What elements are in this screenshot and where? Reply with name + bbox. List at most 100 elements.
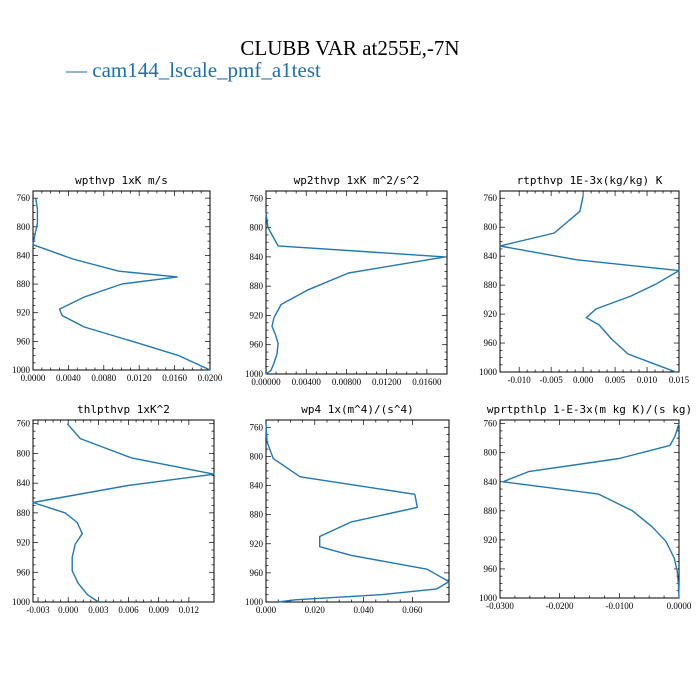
y-tick-label: 840 (484, 477, 498, 487)
figure-title: CLUBB VAR at255E,-7N (240, 36, 459, 60)
y-tick-label: 1000 (12, 597, 31, 607)
x-tick-label: 0.040 (353, 605, 374, 615)
y-tick-label: 800 (484, 448, 498, 458)
y-tick-label: 800 (250, 451, 264, 461)
panel-title: wpthvp 1xK m/s (75, 174, 168, 187)
x-tick-label: 0.006 (118, 605, 139, 615)
series-line (265, 212, 446, 375)
series-line (265, 423, 450, 603)
y-tick-label: 880 (484, 506, 498, 516)
y-tick-label: 960 (250, 340, 264, 350)
x-tick-label: 0.060 (402, 605, 423, 615)
series-line (32, 423, 215, 603)
x-tick-label: 0.009 (149, 605, 170, 615)
x-tick-label: 0.003 (88, 605, 109, 615)
y-tick-label: 760 (250, 193, 264, 203)
x-tick-label: 0.000 (256, 605, 277, 615)
y-tick-label: 1000 (245, 369, 264, 379)
x-tick-label: 0.0160 (162, 373, 187, 383)
x-tick-label: 0.000 (573, 375, 594, 385)
x-tick-label: 0.020 (305, 605, 326, 615)
x-tick-label: 0.0000 (667, 601, 692, 611)
x-tick-label: -0.0300 (486, 601, 514, 611)
y-tick-label: 880 (250, 510, 264, 520)
series-line (32, 198, 211, 371)
y-tick-label: 800 (17, 448, 31, 458)
panel-grid: wpthvp 1xK m/s 0.0000 0.0040 0.0080 0.0120 0.… (12, 174, 692, 615)
y-tick-label: 760 (17, 419, 31, 429)
y-tick-label: 960 (484, 564, 498, 574)
x-tick-label: 0.00400 (292, 377, 322, 387)
y-tick-label: 920 (17, 538, 31, 548)
y-tick-label: 1000 (245, 597, 264, 607)
y-tick-label: 920 (17, 308, 31, 318)
y-tick-label: 920 (250, 539, 264, 549)
y-tick-label: 960 (250, 568, 264, 578)
x-tick-label: -0.003 (26, 605, 50, 615)
x-tick-label: -0.005 (540, 375, 564, 385)
x-tick-label: 0.00000 (251, 377, 281, 387)
x-tick-label: 0.0200 (198, 373, 223, 383)
y-tick-label: 1000 (479, 593, 498, 603)
plot-frame (265, 190, 448, 375)
x-tick-label: 0.000 (58, 605, 79, 615)
y-tick-label: 840 (17, 478, 31, 488)
x-tick-label: 0.015 (669, 375, 690, 385)
series-line (499, 195, 680, 373)
y-tick-label: 920 (484, 535, 498, 545)
y-tick-label: 840 (250, 252, 264, 262)
y-tick-label: 960 (17, 336, 31, 346)
y-tick-label: 840 (250, 481, 264, 491)
x-tick-label: 0.0120 (127, 373, 152, 383)
x-tick-label: 0.0080 (91, 373, 116, 383)
y-tick-label: 800 (250, 223, 264, 233)
y-tick-label: 920 (250, 310, 264, 320)
panel-5: wp4 1x(m^4)/(s^4) 0.000 0.020 0.040 0.060 760… (245, 403, 450, 615)
y-tick-label: 960 (484, 338, 498, 348)
panel-title: wprtpthlp 1-E-3x(m kg K)/(s kg) (487, 403, 692, 416)
y-tick-label: 920 (484, 309, 498, 319)
y-tick-label: 800 (17, 222, 31, 232)
x-tick-label: 0.005 (605, 375, 626, 385)
y-tick-label: 880 (484, 280, 498, 290)
x-tick-label: 0.012 (179, 605, 199, 615)
x-tick-label: -0.010 (508, 375, 532, 385)
panel-title: wp4 1x(m^4)/(s^4) (301, 403, 414, 416)
plot-frame (32, 419, 215, 603)
x-tick-label: 0.0000 (21, 373, 46, 383)
x-tick-label: 0.01200 (372, 377, 402, 387)
panel-title: wp2thvp 1xK m^2/s^2 (294, 174, 420, 187)
x-tick-label: -0.0100 (605, 601, 633, 611)
series-line (502, 423, 680, 599)
y-tick-label: 840 (484, 251, 498, 261)
x-tick-label: 0.01600 (412, 377, 442, 387)
y-tick-label: 800 (484, 222, 498, 232)
y-tick-label: 760 (484, 193, 498, 203)
x-tick-label: 0.010 (637, 375, 658, 385)
plot-frame (265, 419, 450, 603)
y-tick-label: 760 (484, 419, 498, 429)
y-tick-label: 880 (17, 279, 31, 289)
y-tick-label: 960 (17, 567, 31, 577)
panel-4: thlpthvp 1xK^2 -0.003 0.000 0.003 0.006 0.009… (12, 403, 215, 615)
x-tick-label: -0.0200 (546, 601, 574, 611)
y-tick-label: 1000 (479, 367, 498, 377)
y-tick-label: 760 (17, 193, 31, 203)
panel-title: rtpthvp 1E-3x(kg/kg) K (517, 174, 663, 187)
legend-entry: — cam144_lscale_pmf_a1test (65, 58, 321, 82)
y-tick-label: 1000 (12, 365, 31, 375)
y-tick-label: 880 (17, 508, 31, 518)
plot-frame (499, 419, 680, 599)
panel-2: wp2thvp 1xK m^2/s^2 0.00000 0.00400 0.00800… (245, 174, 448, 387)
y-tick-label: 840 (17, 250, 31, 260)
x-tick-label: 0.0040 (56, 373, 81, 383)
panel-3: rtpthvp 1E-3x(kg/kg) K -0.010 -0.005 0.000 0… (479, 174, 690, 385)
plot-frame (32, 190, 211, 371)
panel-6: wprtpthlp 1-E-3x(m kg K)/(s kg) -0.0300 -0… (479, 403, 692, 611)
panel-title: thlpthvp 1xK^2 (77, 403, 170, 416)
plot-frame (499, 190, 680, 373)
panel-1: wpthvp 1xK m/s 0.0000 0.0040 0.0080 0.0120 0.… (12, 174, 223, 383)
y-tick-label: 880 (250, 281, 264, 291)
x-tick-label: 0.00800 (332, 377, 362, 387)
